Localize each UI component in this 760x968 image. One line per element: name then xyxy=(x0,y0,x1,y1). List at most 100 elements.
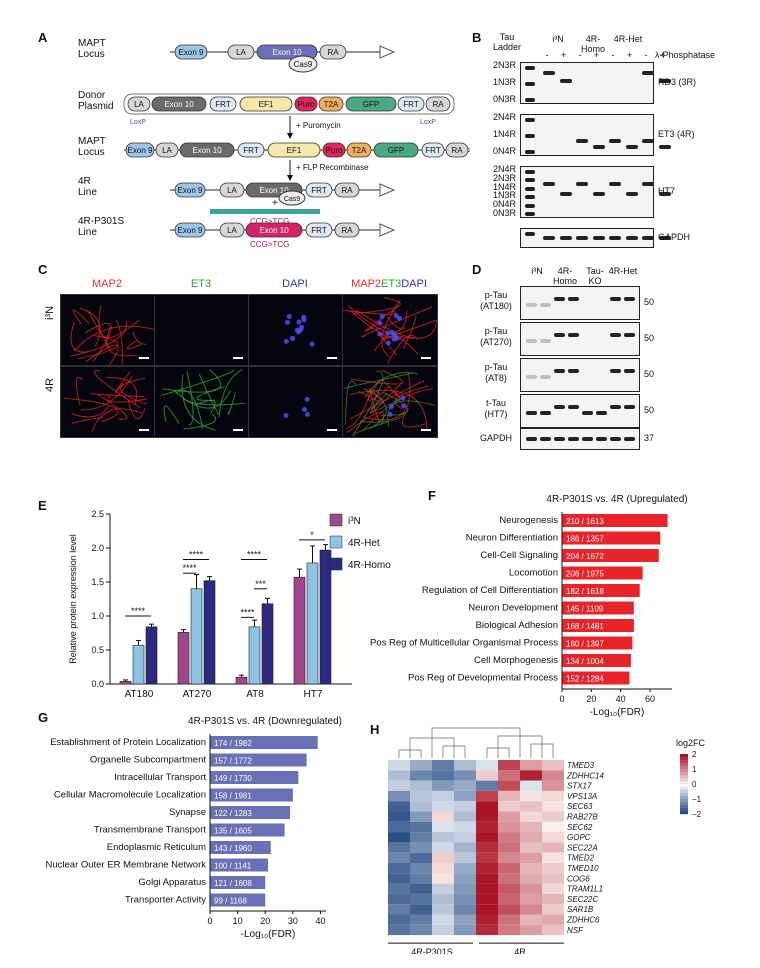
p301s-frt-shape xyxy=(305,222,333,238)
d-column-3: 4R-Het xyxy=(608,266,638,276)
bar xyxy=(210,771,299,784)
ladder-band xyxy=(525,178,535,183)
colorbar-step xyxy=(680,775,688,779)
heatmap-cell xyxy=(476,821,498,833)
heatmap-cell xyxy=(520,852,542,863)
heatmap-cell xyxy=(388,842,410,853)
d-blot-4 xyxy=(520,428,640,450)
bar xyxy=(562,601,634,615)
neurite xyxy=(75,376,84,405)
bar xyxy=(210,841,271,854)
locus2-exon9-shape xyxy=(125,142,155,158)
heatmap-cell xyxy=(432,780,454,791)
loxp-label-2: LoxP xyxy=(420,119,436,126)
x-tick-label: HT7 xyxy=(304,689,323,700)
bar xyxy=(210,736,318,749)
heatmap-cell xyxy=(454,832,476,843)
gene-label: ZDHHC6 xyxy=(566,916,600,925)
neurite xyxy=(350,310,403,340)
blot-band xyxy=(642,236,654,240)
line4r-frt-shape xyxy=(305,182,333,198)
bar xyxy=(210,753,307,767)
d-blot-3 xyxy=(520,394,640,428)
heatmap-cell xyxy=(498,883,520,894)
heatmap-cell xyxy=(542,801,564,812)
heatmap-cell xyxy=(476,883,498,894)
d-blot-label-0: p-Tau (AT180) xyxy=(474,290,518,312)
blot-band xyxy=(559,192,572,196)
b-column-0: i³N xyxy=(552,34,564,44)
row-label-line2: Line xyxy=(78,227,97,238)
p301s-exon9-label: Exon 9 xyxy=(178,226,203,235)
d-blot-2 xyxy=(520,358,640,392)
legend-swatch xyxy=(329,535,343,549)
neurite xyxy=(401,408,426,428)
heatmap-cell xyxy=(476,780,498,791)
heatmap-cell xyxy=(542,852,564,863)
neurite xyxy=(127,399,146,420)
category-label: Intracellular Transport xyxy=(114,772,206,783)
bar-data-label: 210 / 1613 xyxy=(566,517,604,526)
neurite-green xyxy=(371,392,401,412)
heatmap-cell xyxy=(498,760,520,771)
heatmap-cell xyxy=(454,883,476,894)
heatmap-cell xyxy=(410,904,432,915)
d-mw-1: 50 xyxy=(644,333,655,343)
y-tick-label: 1.5 xyxy=(91,577,104,587)
heatmap-cell xyxy=(410,760,432,771)
gene-label: TRAM1L1 xyxy=(567,885,603,894)
blot-band xyxy=(576,236,588,240)
heatmap-cell xyxy=(498,821,520,833)
row-label-line1: 4R xyxy=(78,176,91,187)
blot-band xyxy=(592,192,605,196)
c-column-merge: MAP2ET3DAPI xyxy=(342,278,436,290)
p301s-ra-shape xyxy=(334,222,360,238)
gene-label: TMED2 xyxy=(567,854,595,863)
panel-label-h: H xyxy=(370,722,380,737)
bar-i³N xyxy=(293,576,306,685)
nucleus xyxy=(283,412,289,418)
d-band xyxy=(568,405,579,409)
neurite-green xyxy=(344,372,413,389)
p301s-exon9-shape xyxy=(174,222,206,238)
heatmap-cell xyxy=(454,770,476,781)
heatmap-cell xyxy=(388,873,410,884)
heatmap-cell xyxy=(476,760,498,771)
c-column-0: MAP2 xyxy=(92,278,122,290)
bar xyxy=(562,619,634,632)
exon9-shape xyxy=(174,44,208,60)
c-column-1: ET3 xyxy=(190,278,212,290)
d-label-line1: GAPDH xyxy=(479,433,512,443)
neurite xyxy=(196,399,216,414)
neurite xyxy=(394,385,429,410)
heatmap-cell xyxy=(432,770,454,781)
d-band xyxy=(526,411,537,415)
neurite xyxy=(77,335,119,360)
heatmap-cell xyxy=(542,811,564,822)
neurite xyxy=(106,377,138,406)
ladder-band xyxy=(525,186,535,191)
panel-label-b: B xyxy=(472,30,482,45)
locus2-t2a-label: T2A xyxy=(352,146,367,155)
locus2-gfp-label: GFP xyxy=(388,146,404,155)
heatmap-cell xyxy=(498,811,520,822)
heatmap-cell xyxy=(432,904,454,915)
neurite-green xyxy=(363,388,387,429)
legend-label: 4R-Homo xyxy=(348,560,391,571)
lane-sign-5: + xyxy=(626,50,633,60)
heatmap-cell xyxy=(432,852,454,863)
row-label-line2: Locus xyxy=(78,147,105,158)
colorbar-step xyxy=(680,802,688,806)
heatmap-cell xyxy=(520,893,542,905)
heatmap-cell xyxy=(542,863,564,874)
d-band xyxy=(624,333,635,337)
d-mw-3: 50 xyxy=(644,405,655,415)
bar xyxy=(562,531,661,545)
d-band xyxy=(624,437,635,441)
heatmap-cell xyxy=(388,760,410,771)
ladder-marker-0-0: 2N3R xyxy=(492,60,516,70)
micrograph-svg xyxy=(233,357,243,359)
neurite-green xyxy=(353,370,384,434)
lane-sign-2: - xyxy=(578,50,582,60)
line4r-frt-label: FRT xyxy=(311,186,327,195)
